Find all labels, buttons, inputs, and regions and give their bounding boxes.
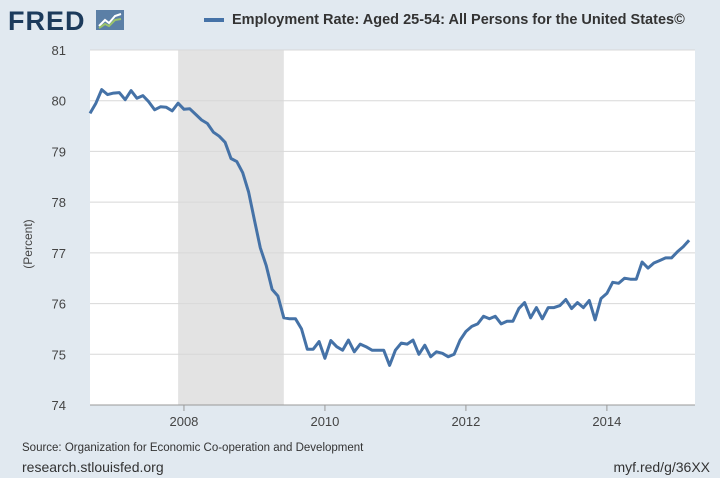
fred-logo[interactable]: FRED: [8, 6, 86, 36]
x-tick-label: 2012: [451, 414, 480, 429]
y-tick-label: 78: [52, 195, 66, 210]
short-url-link[interactable]: myf.red/g/36XX: [613, 459, 711, 475]
y-tick-label: 80: [52, 94, 66, 109]
y-tick-label: 79: [52, 144, 66, 159]
y-tick-label: 74: [52, 398, 66, 413]
recession-band: [178, 50, 284, 405]
source-note: Source: Organization for Economic Co-ope…: [22, 442, 364, 454]
line-chart-icon: [96, 10, 124, 30]
x-tick-label: 2014: [592, 414, 621, 429]
line-chart: 74 75 76 77 78 79 80 81 2008 2010 2012 2014: [52, 43, 695, 429]
y-tick-label: 75: [52, 347, 66, 362]
y-tick-label: 81: [52, 43, 66, 58]
legend-label: Employment Rate: Aged 25-54: All Persons…: [232, 12, 685, 28]
site-link[interactable]: research.stlouisfed.org: [22, 459, 164, 475]
y-tick-label: 76: [52, 297, 66, 312]
chart-legend: Employment Rate: Aged 25-54: All Persons…: [204, 12, 685, 28]
x-tick-label: 2010: [310, 414, 339, 429]
legend-swatch: [204, 18, 224, 22]
y-tick-label: 77: [52, 246, 66, 261]
x-tick-label: 2008: [169, 414, 198, 429]
